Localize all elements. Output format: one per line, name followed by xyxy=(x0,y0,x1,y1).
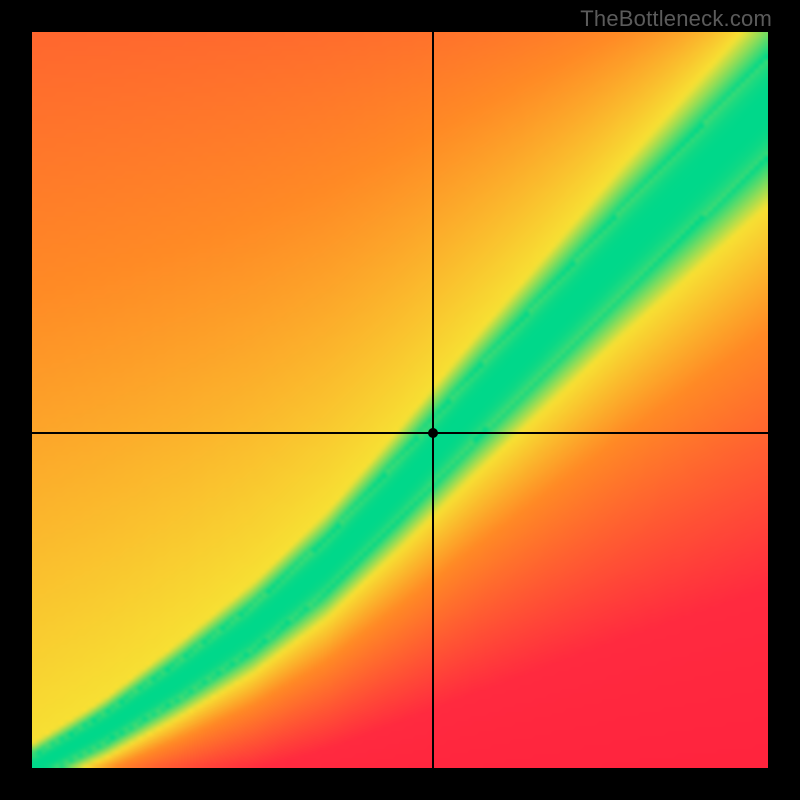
heatmap-canvas xyxy=(32,32,768,768)
crosshair-vertical xyxy=(432,32,434,768)
heatmap-plot xyxy=(32,32,768,768)
crosshair-marker xyxy=(428,428,438,438)
crosshair-horizontal xyxy=(32,432,768,434)
watermark-text: TheBottleneck.com xyxy=(580,6,772,32)
